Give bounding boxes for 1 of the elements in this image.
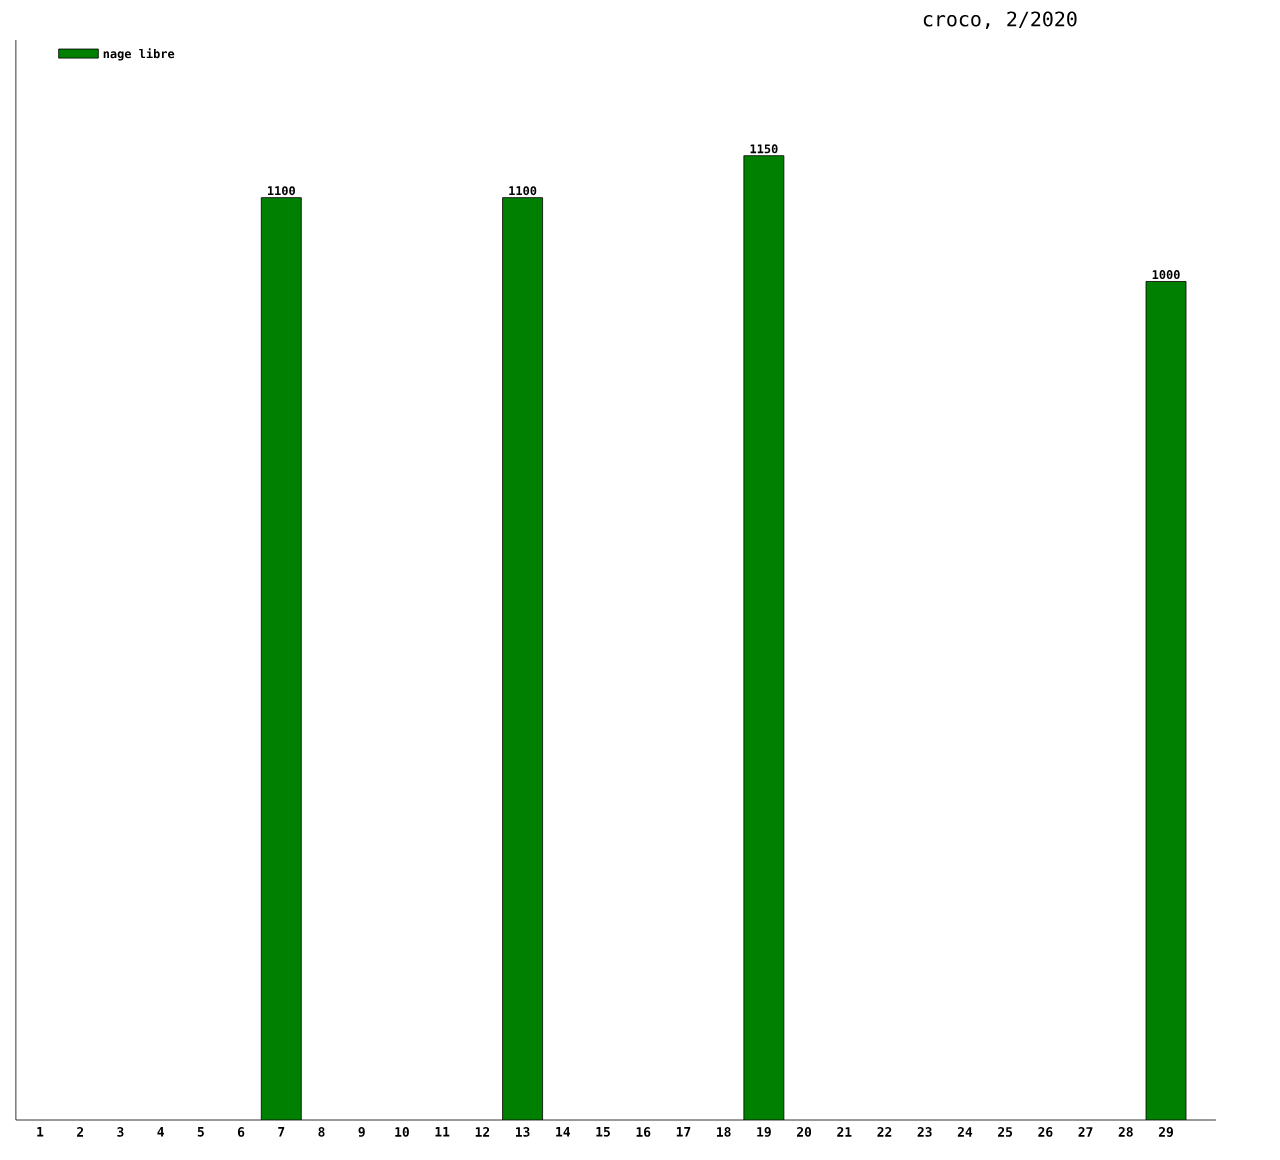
chart-title: croco, 2/2020: [923, 11, 1077, 29]
